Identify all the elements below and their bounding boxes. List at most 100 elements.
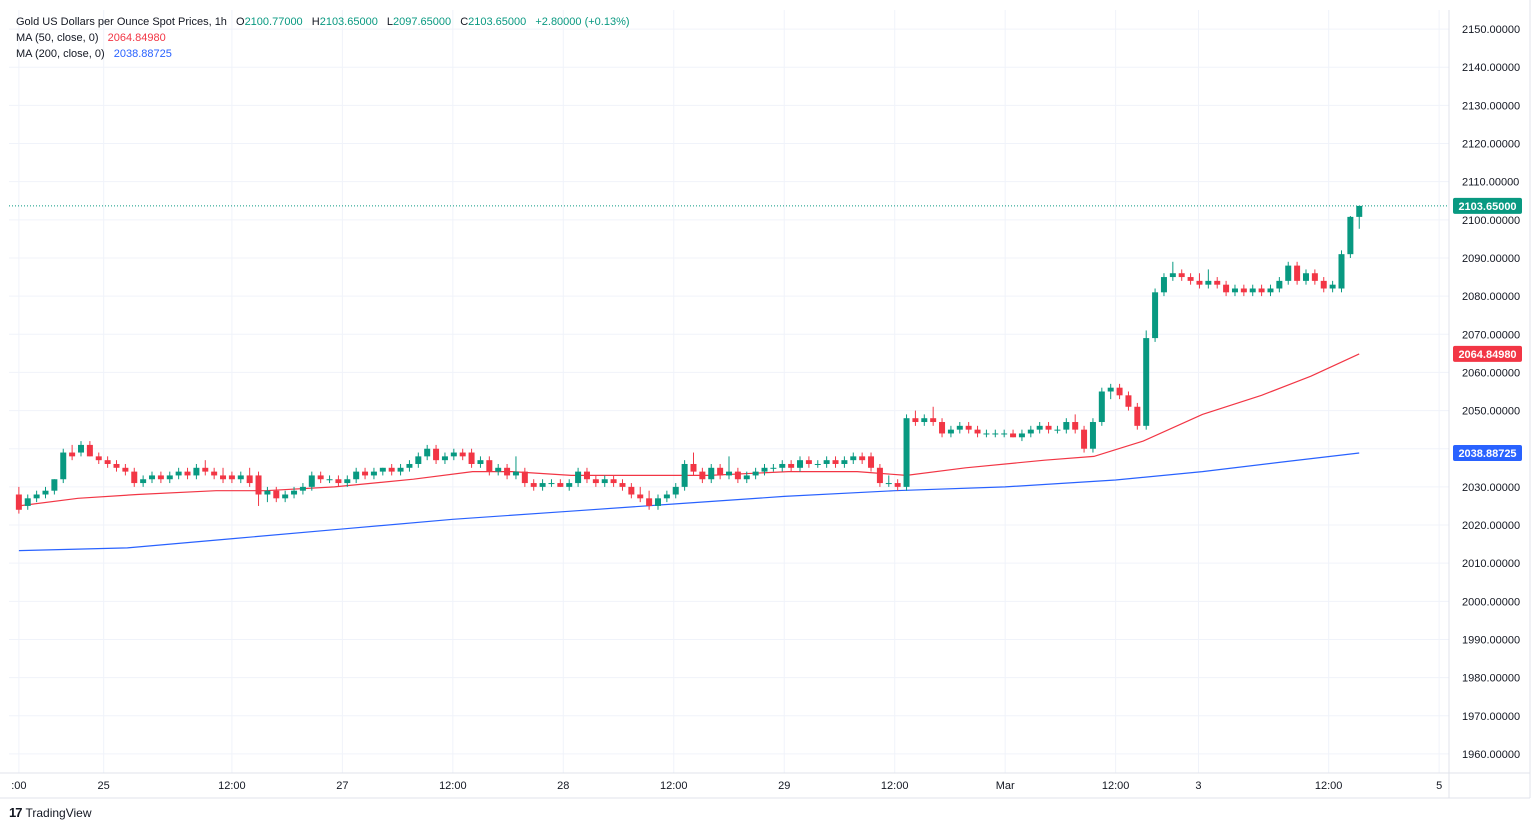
candle bbox=[583, 467, 590, 484]
candle bbox=[1311, 269, 1318, 285]
candle-body bbox=[335, 479, 342, 484]
candle-body bbox=[939, 422, 946, 434]
candle-body bbox=[1018, 433, 1025, 438]
candle bbox=[734, 467, 741, 484]
candle-body bbox=[885, 483, 892, 485]
candle-body bbox=[1231, 288, 1238, 293]
y-tick-label: 2090.00000 bbox=[1462, 253, 1520, 265]
candle-body bbox=[903, 418, 910, 487]
candle-body bbox=[548, 483, 555, 485]
candles-group bbox=[15, 205, 1363, 514]
candle bbox=[1214, 277, 1221, 289]
x-tick-label: 28 bbox=[557, 780, 569, 792]
candle bbox=[504, 463, 511, 480]
candle bbox=[841, 456, 848, 468]
candle-body bbox=[1294, 265, 1301, 281]
candle-body bbox=[353, 471, 360, 480]
candle bbox=[770, 463, 777, 472]
candle-body bbox=[761, 467, 768, 472]
candle bbox=[1302, 269, 1309, 285]
candle-body bbox=[1276, 280, 1283, 289]
candle-body bbox=[947, 429, 954, 434]
ma200-line-group bbox=[18, 452, 1360, 552]
candle bbox=[1231, 284, 1238, 297]
candle-body bbox=[424, 448, 431, 457]
candle bbox=[956, 422, 963, 434]
y-tick-label: 2030.00000 bbox=[1462, 482, 1520, 494]
candle bbox=[477, 456, 484, 468]
candle bbox=[619, 479, 626, 491]
candle bbox=[1356, 205, 1363, 229]
candle bbox=[1169, 261, 1176, 281]
candle-body bbox=[255, 475, 262, 495]
candle bbox=[495, 463, 502, 476]
candle-body bbox=[1027, 429, 1034, 434]
y-tick-label: 2150.00000 bbox=[1462, 24, 1520, 36]
candle-body bbox=[1107, 387, 1114, 392]
x-tick-label: 29 bbox=[778, 780, 790, 792]
candle-body bbox=[1169, 273, 1176, 278]
candle-body bbox=[1125, 395, 1132, 407]
ma50-price-tag: 2064.84980 bbox=[1458, 349, 1516, 361]
candle bbox=[610, 475, 617, 487]
candle-body bbox=[246, 475, 253, 484]
candle-body bbox=[1223, 284, 1230, 293]
candle-body bbox=[104, 460, 111, 464]
candle bbox=[1240, 284, 1247, 297]
candle bbox=[1187, 273, 1194, 285]
candle-body bbox=[992, 433, 999, 435]
candle-body bbox=[228, 475, 235, 480]
candle bbox=[202, 460, 209, 476]
legend-close-label: C bbox=[460, 16, 469, 28]
y-tick-label: 2130.00000 bbox=[1462, 100, 1520, 112]
candle-body bbox=[779, 463, 786, 468]
candle-body bbox=[894, 483, 901, 487]
legend-open-label: O bbox=[236, 16, 245, 28]
candle-body bbox=[1045, 425, 1052, 430]
candle bbox=[69, 444, 76, 461]
candle-body bbox=[672, 486, 679, 495]
y-tick-label: 2020.00000 bbox=[1462, 520, 1520, 532]
candle bbox=[184, 467, 191, 480]
candle-body bbox=[344, 479, 351, 484]
candle bbox=[1089, 418, 1096, 453]
x-tick-label: :00 bbox=[11, 780, 26, 792]
x-tick-label: 12:00 bbox=[881, 780, 909, 792]
candle bbox=[983, 429, 990, 438]
candle bbox=[157, 471, 164, 484]
candle bbox=[805, 456, 812, 468]
y-tick-label: 1960.00000 bbox=[1462, 749, 1520, 761]
candle bbox=[797, 456, 804, 472]
candle bbox=[1072, 414, 1079, 434]
ma50-line bbox=[18, 353, 1360, 507]
candle bbox=[486, 456, 493, 476]
candle-body bbox=[717, 467, 724, 476]
candle bbox=[1098, 387, 1105, 426]
legend-open-value: 2100.77000 bbox=[244, 16, 303, 28]
candle bbox=[140, 475, 147, 487]
candle-body bbox=[575, 471, 582, 484]
candle bbox=[220, 467, 227, 484]
tradingview-logo-icon: 17 bbox=[9, 805, 23, 820]
candle-body bbox=[326, 479, 333, 481]
candle bbox=[370, 467, 377, 480]
legend-ma50-label: MA (50, close, 0) bbox=[16, 32, 99, 44]
candle-body bbox=[788, 463, 795, 468]
last-price-tag: 2103.65000 bbox=[1458, 201, 1516, 213]
candle bbox=[690, 452, 697, 476]
candle-body bbox=[1089, 422, 1096, 449]
candle bbox=[1338, 250, 1345, 293]
tradingview-branding[interactable]: 17 TradingView bbox=[9, 805, 92, 820]
x-tick-label: 12:00 bbox=[660, 780, 688, 792]
candle bbox=[566, 479, 573, 491]
candle bbox=[1276, 277, 1283, 293]
candle bbox=[424, 444, 431, 461]
candle bbox=[282, 490, 289, 503]
candle bbox=[708, 463, 715, 484]
candle bbox=[397, 463, 404, 476]
candle bbox=[717, 463, 724, 480]
candle bbox=[299, 483, 306, 495]
candle-body bbox=[193, 467, 200, 476]
candle bbox=[512, 456, 519, 480]
